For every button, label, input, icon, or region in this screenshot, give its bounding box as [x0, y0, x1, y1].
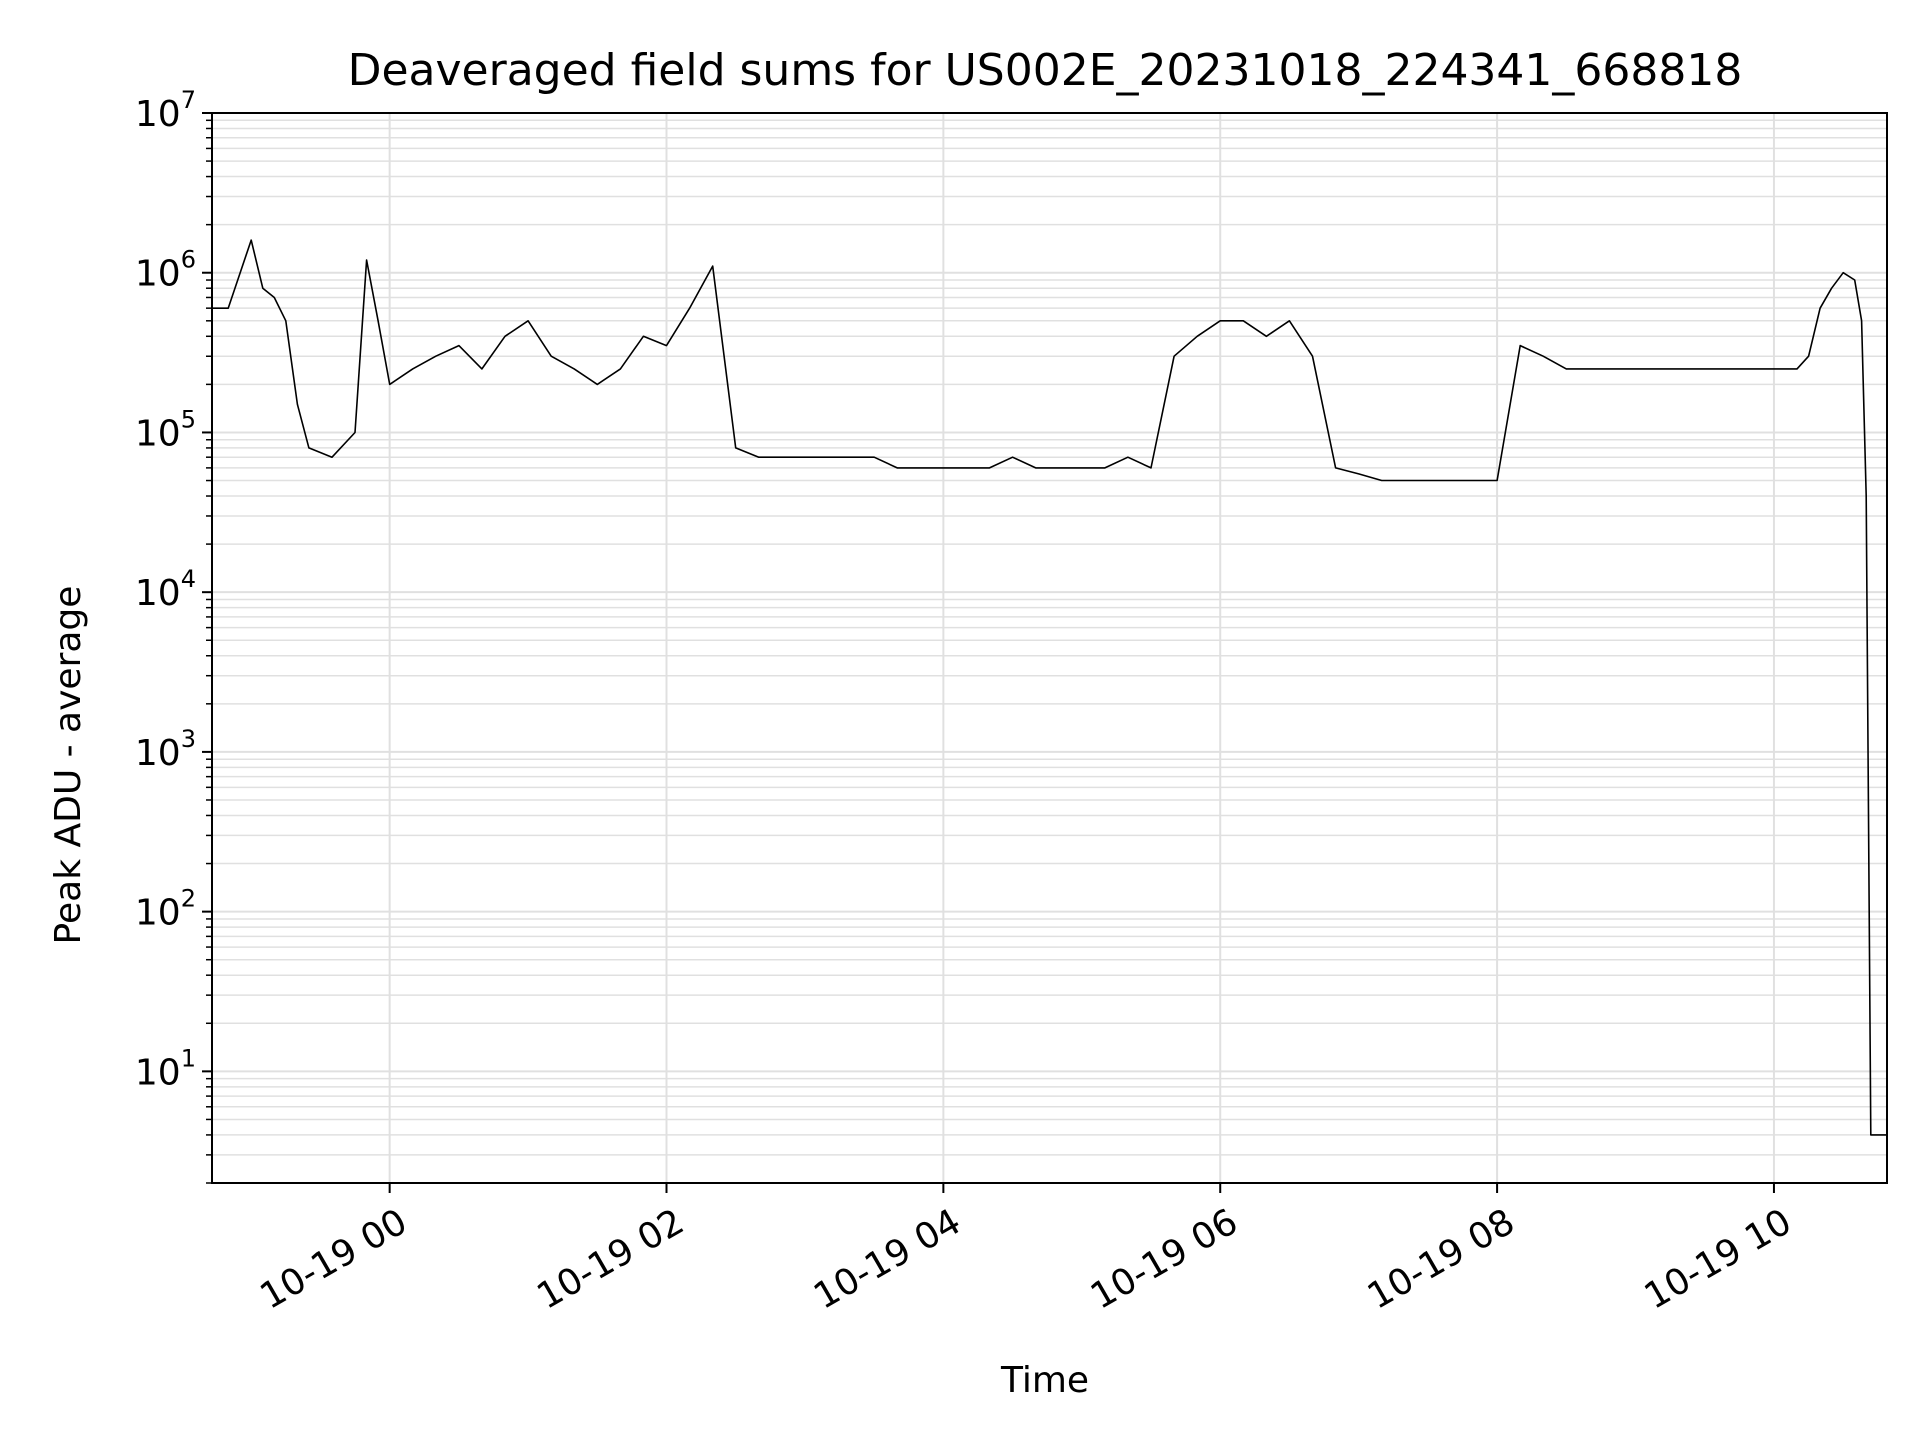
y-tick-label: 106	[135, 246, 196, 295]
x-tick-label: 10-19 04	[807, 1201, 968, 1317]
x-tick-label: 10-19 00	[253, 1201, 414, 1317]
y-tick-label: 101	[135, 1044, 196, 1093]
x-tick-label: 10-19 02	[530, 1201, 691, 1317]
grid-layer	[212, 112, 1887, 1184]
y-tick-label: 104	[135, 565, 196, 614]
y-tick-label: 107	[135, 86, 196, 135]
x-tick-label: 10-19 10	[1638, 1201, 1799, 1317]
y-axis-label: Peak ADU - average	[48, 586, 89, 945]
tick-layer: 101 102 103 104 105 106 107 10-19 00 10-19 02 10-…	[135, 86, 1799, 1318]
series-line	[212, 239, 1887, 1136]
y-tick-label: 102	[135, 885, 196, 934]
x-tick-label: 10-19 06	[1084, 1201, 1245, 1317]
x-axis-label: Time	[1000, 1360, 1089, 1401]
plot-frame	[211, 112, 1888, 1184]
chart-title: Deaveraged field sums for US002E_2023101…	[348, 45, 1743, 96]
y-tick-label: 103	[135, 725, 196, 774]
y-tick-label: 105	[135, 405, 196, 454]
x-tick-label: 10-19 08	[1361, 1201, 1522, 1317]
series-layer	[212, 239, 1887, 1136]
